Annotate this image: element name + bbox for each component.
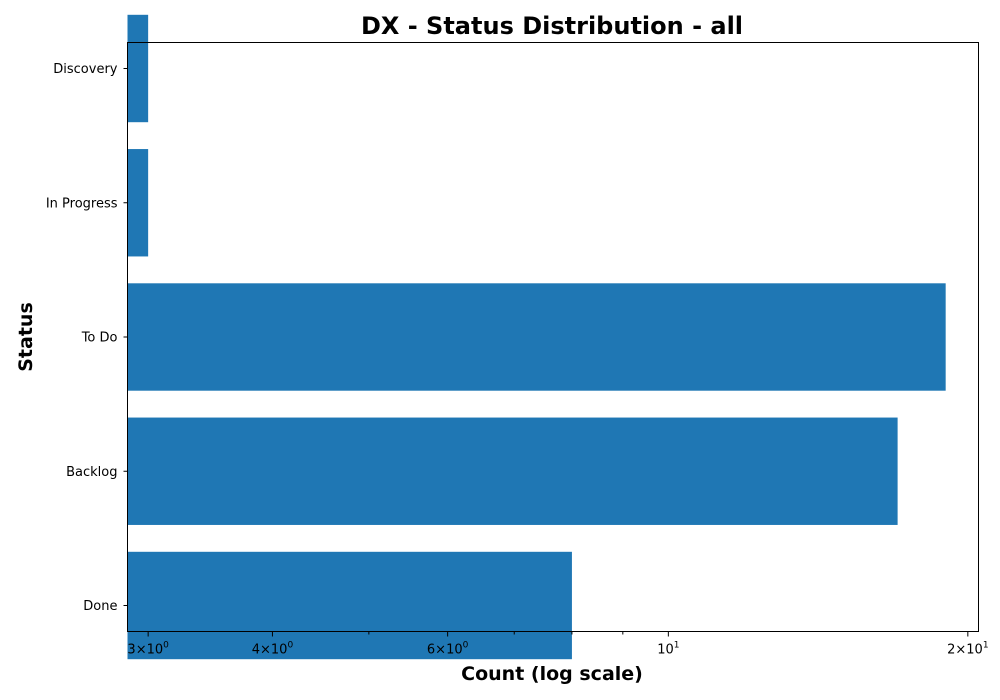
x-tick-label-3: 101 xyxy=(657,641,679,658)
x-tick-label-1: 4×100 xyxy=(252,641,294,658)
x-tick-label-4: 2×101 xyxy=(947,641,988,658)
bar-discovery xyxy=(127,14,149,123)
y-tick-label-backlog: Backlog xyxy=(66,465,117,480)
y-tick-label-to-do: To Do xyxy=(81,331,118,346)
bar-in-progress xyxy=(127,149,149,257)
plot-frame xyxy=(127,42,979,632)
x-tick-label-0: 3×100 xyxy=(127,641,169,658)
x-tick-label-2: 6×100 xyxy=(427,641,469,658)
y-axis-label: Status xyxy=(15,302,37,372)
y-tick-label-done: Done xyxy=(83,599,117,614)
chart-title: DX - Status Distribution - all xyxy=(361,12,743,40)
bar-to-do xyxy=(127,283,946,391)
y-tick-label-discovery: Discovery xyxy=(53,62,118,77)
x-axis-label: Count (log scale) xyxy=(461,663,643,685)
y-tick-label-in-progress: In Progress xyxy=(46,196,118,211)
bar-backlog xyxy=(127,417,898,525)
bar-done xyxy=(127,551,572,660)
